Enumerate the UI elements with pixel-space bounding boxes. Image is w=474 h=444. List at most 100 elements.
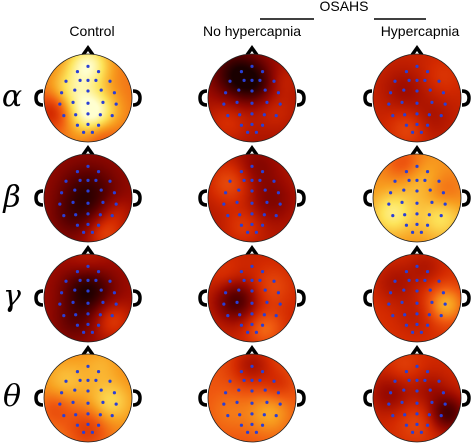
head-outline: [372, 353, 462, 443]
electrode-dot: [235, 100, 239, 104]
electrode-dot: [250, 212, 254, 216]
electrode-dot: [86, 212, 90, 216]
electrode-dot: [242, 78, 246, 82]
electrode-dot: [425, 370, 430, 374]
row-label-theta: θ: [3, 379, 21, 414]
electrode-dot: [443, 302, 447, 306]
electrode-dot: [250, 189, 254, 193]
electrode-dot: [274, 314, 278, 318]
electrode-dot: [86, 222, 90, 226]
electrode-dot: [96, 223, 101, 227]
electrode-dot: [238, 113, 242, 117]
electrode-dot: [250, 264, 254, 268]
electrode-dot: [246, 230, 250, 234]
electrode-dot: [86, 389, 90, 393]
electrode-dot: [415, 264, 419, 268]
electrode-dot: [237, 388, 241, 392]
electrode-dot: [260, 70, 265, 74]
electrode-dot: [407, 78, 411, 82]
electrode-dot: [222, 102, 226, 106]
left-ear: [198, 89, 208, 107]
topomap-field: [44, 254, 132, 342]
electrode-dot: [238, 213, 242, 217]
electrode-dot: [58, 102, 62, 106]
electrode-dot: [238, 413, 242, 417]
electrode-dot: [250, 112, 254, 116]
electrode-dot: [254, 330, 258, 334]
right-ear: [296, 289, 306, 307]
electrode-dot: [278, 202, 282, 206]
head-outline: [207, 353, 297, 443]
topomap-gamma-hypercapnia: [363, 244, 471, 343]
electrode-dot: [110, 114, 114, 118]
electrode-dot: [387, 402, 391, 406]
electrode-dot: [391, 414, 395, 418]
electrode-dot: [224, 291, 228, 295]
electrode-dot: [274, 214, 278, 218]
electrode-dot: [86, 164, 90, 168]
electrode-dot: [112, 91, 116, 95]
electrode-dot: [400, 400, 404, 404]
electrode-dot: [96, 70, 101, 74]
electrode-dot: [250, 301, 254, 305]
electrode-dot: [250, 101, 254, 105]
nose: [410, 344, 424, 357]
electrode-dot: [112, 191, 116, 195]
nose: [245, 44, 259, 57]
nose: [245, 144, 259, 157]
electrode-dot: [238, 313, 242, 317]
right-ear: [132, 389, 142, 407]
topomap-field: [373, 254, 461, 342]
head-outline: [207, 53, 297, 143]
electrode-dot: [250, 178, 254, 182]
electrode-dot: [110, 414, 114, 418]
electrode-dot: [237, 88, 241, 92]
electrode-dot: [98, 313, 102, 317]
electrode-dot: [425, 170, 430, 174]
electrode-dot: [427, 413, 431, 417]
electrode-dot: [250, 289, 254, 293]
electrode-dot: [272, 79, 276, 83]
electrode-dot: [263, 88, 267, 92]
electrode-dot: [415, 401, 419, 405]
electrode-dot: [415, 422, 419, 426]
electrode-dot: [415, 112, 419, 116]
electrode-dot: [60, 291, 64, 295]
electrode-dot: [222, 402, 226, 406]
electrode-dot: [415, 389, 419, 393]
topomap-field: [44, 154, 132, 242]
electrode-dot: [391, 214, 395, 218]
electrode-dot: [441, 391, 445, 395]
electrode-dot: [86, 64, 90, 68]
electrode-dot: [430, 400, 434, 404]
electrode-dot: [73, 188, 77, 192]
electrode-dot: [393, 279, 397, 283]
electrode-dot: [419, 130, 423, 134]
electrode-dot: [226, 314, 230, 318]
electrode-dot: [403, 213, 407, 217]
electrode-dot: [101, 300, 105, 304]
electrode-dot: [404, 270, 409, 274]
electrode-dot: [96, 370, 101, 374]
left-ear: [363, 189, 373, 207]
electrode-dot: [90, 130, 94, 134]
electrode-dot: [415, 78, 419, 82]
electrode-dot: [226, 114, 230, 118]
electrode-dot: [263, 388, 267, 392]
electrode-dot: [258, 278, 262, 282]
electrode-dot: [71, 300, 75, 304]
electrode-dot: [108, 179, 112, 183]
electrode-dot: [428, 88, 432, 92]
electrode-dot: [441, 91, 445, 95]
electrode-dot: [404, 223, 409, 227]
electrode-dot: [86, 201, 90, 205]
electrode-dot: [439, 414, 443, 418]
electrode-dot: [260, 370, 265, 374]
left-ear: [363, 89, 373, 107]
nose: [410, 244, 424, 257]
electrode-dot: [393, 79, 397, 83]
electrode-dot: [73, 288, 77, 292]
electrode-dot: [101, 400, 105, 404]
electrode-dot: [64, 279, 68, 283]
electrode-dot: [62, 114, 66, 118]
